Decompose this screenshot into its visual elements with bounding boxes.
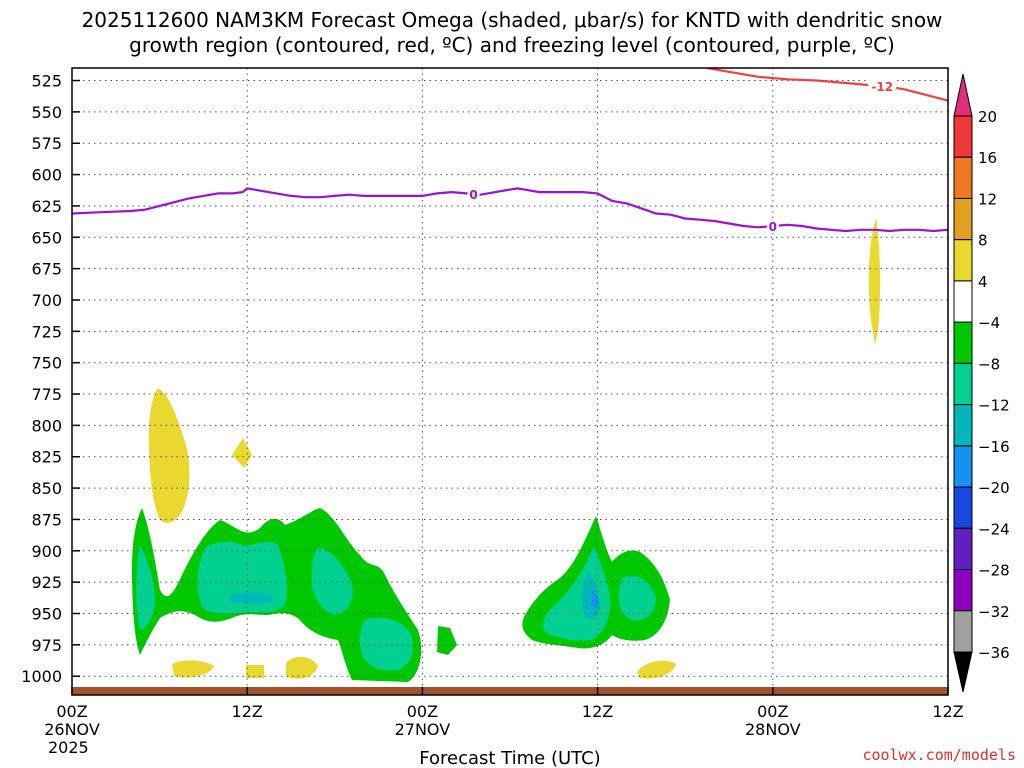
freezing-level-label: 0 [769,220,777,234]
omega-region-positive-right [868,218,881,345]
x-tick-date-label: 26NOV [44,720,100,739]
y-tick-label: 800 [31,416,62,435]
colorbar-swatch [953,280,973,323]
colorbar-label: −4 [978,314,1000,332]
y-tick-label: 975 [31,636,62,655]
colorbar-label: 16 [978,149,997,167]
omega-region-cyan-center [230,592,272,604]
dgz-contour-label: -12 [871,80,893,94]
dgz-contour-line [706,68,948,102]
colorbar-top-arrow [953,73,973,117]
colorbar-label: −24 [978,520,1010,538]
x-tick-label: 12Z [932,702,963,721]
y-tick-label: 750 [31,354,62,373]
colorbar-label: −12 [978,397,1010,415]
colorbar-label: −16 [978,438,1010,456]
colorbar: 20 16 12 8 4 −4 −8 −12 −16 −20 −24 −28 −32 −36 [953,73,1010,693]
colorbar-label: 4 [978,273,988,291]
colorbar-swatch [953,156,973,199]
colorbar-swatch [953,610,973,653]
colorbar-swatch [953,197,973,241]
plot-area: 0 0 -12 [71,67,949,696]
y-tick-label: 825 [31,448,62,467]
freezing-level-label-bg [467,187,480,202]
colorbar-label: 8 [978,232,988,250]
chart-title-line-2: growth region (contoured, red, ºC) and f… [129,33,895,57]
colorbar-swatch [953,527,973,571]
y-tick-label: 575 [31,134,62,153]
colorbar-label: 12 [978,190,997,208]
colorbar-label: 20 [978,108,997,126]
colorbar-swatch [953,362,973,406]
colorbar-swatch [953,445,973,488]
colorbar-swatch [953,321,973,364]
x-tick-date-label: 27NOV [395,720,451,739]
omega-region-positive-sfc-2 [246,665,264,678]
omega-region-positive-sfc-3 [286,656,318,679]
colorbar-swatch [953,239,973,282]
y-tick-label: 875 [31,510,62,529]
dgz-label-bg [868,79,897,94]
omega-region-teal-west [136,545,155,630]
freezing-level-label: 0 [469,188,477,202]
omega-region-positive-sfc-1 [172,660,214,678]
gridlines [72,68,948,695]
y-tick-label: 950 [31,604,62,623]
colorbar-swatch [953,115,973,158]
omega-region-blue-east [591,590,598,608]
x-axis-label: Forecast Time (UTC) [419,748,600,768]
y-tick-label: 1000 [21,667,62,686]
colorbar-label: −28 [978,562,1010,580]
omega-region-positive-small [232,438,252,468]
omega-region-teal-east-2 [618,576,656,621]
credit-text: coolwx.com/models [862,746,1016,764]
y-tick-label: 725 [31,322,62,341]
omega-region-positive-sfc-4 [637,660,676,679]
y-tick-label: 550 [31,103,62,122]
freezing-level-line [72,187,948,233]
plot-frame [71,67,949,696]
contour-lines: 0 0 -12 [72,68,948,234]
omega-region-positive-upper [148,388,190,523]
freezing-level-label-bg [766,219,779,234]
y-tick-label: 675 [31,260,62,279]
y-tick-label: 700 [31,291,62,310]
colorbar-label: −32 [978,603,1010,621]
y-tick-label: 900 [31,542,62,561]
omega-region-teal-mid [312,548,353,615]
y-tick-label: 850 [31,479,62,498]
chart-title-line-1: 2025112600 NAM3KM Forecast Omega (shaded… [82,8,943,32]
x-tick-year-label: 2025 [48,738,89,757]
y-tick-label: 775 [31,385,62,404]
colorbar-bottom-arrow [953,651,973,693]
x-tick-label: 12Z [232,702,263,721]
omega-shading [132,218,881,682]
colorbar-swatch [953,486,973,529]
omega-region-teal-sfc [359,617,413,671]
y-tick-label: 600 [31,166,62,185]
x-tick-label: 00Z [757,702,788,721]
colorbar-label: −36 [978,644,1010,662]
y-tick-label: 625 [31,197,62,216]
omega-region-green-small [437,626,457,655]
y-tick-label: 525 [31,72,62,91]
y-axis: 525 550 575 600 625 650 675 700 725 750 775 800 825 8… [21,72,80,686]
x-tick-label: 00Z [407,702,438,721]
colorbar-swatch [953,569,973,612]
ground-strip [72,687,948,695]
colorbar-label: −20 [978,479,1010,497]
y-tick-label: 925 [31,573,62,592]
y-tick-label: 650 [31,228,62,247]
x-tick-label: 00Z [56,702,87,721]
colorbar-swatch [953,404,973,447]
x-tick-label: 12Z [582,702,613,721]
colorbar-label: −8 [978,355,1000,373]
x-tick-date-label: 28NOV [745,720,801,739]
